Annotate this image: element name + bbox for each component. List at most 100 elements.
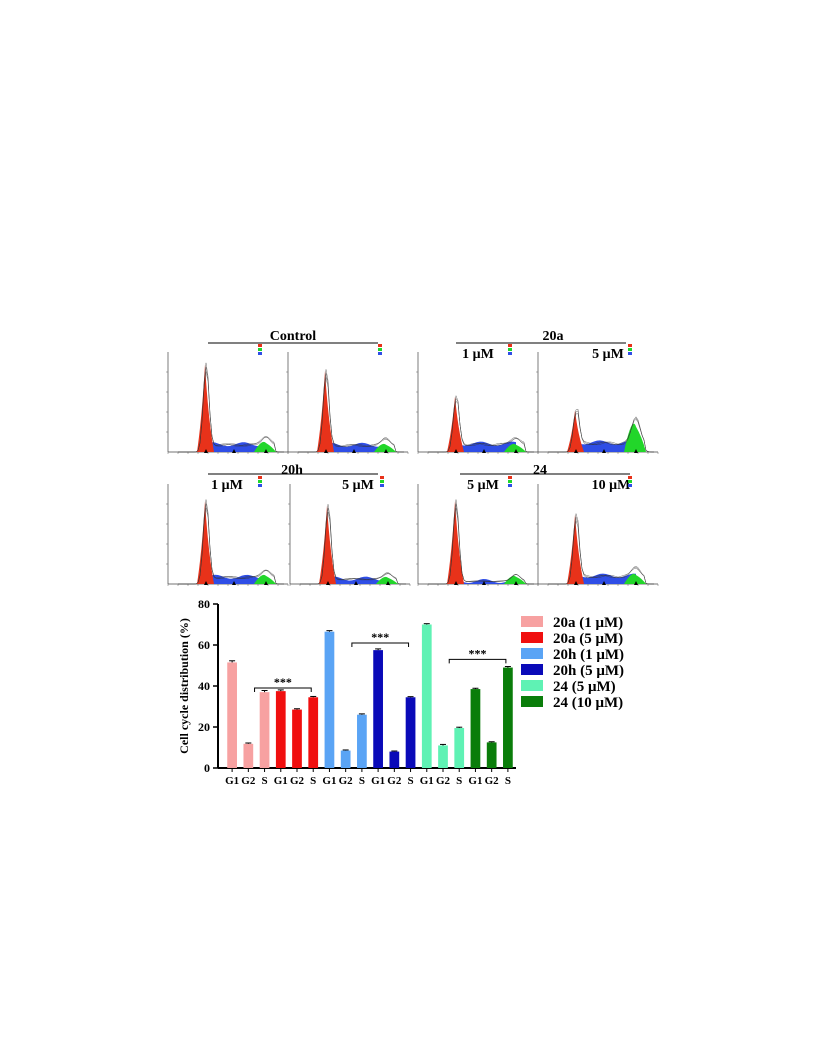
hist-overlay-trace [548, 408, 655, 453]
gate-marker [326, 581, 330, 585]
x-category-label: S [456, 775, 462, 787]
legend-label: 24 (5 μM) [553, 679, 616, 695]
x-category-label: G1 [468, 775, 482, 787]
hist-overlay-trace [428, 503, 535, 585]
mini-legend-swatch [508, 344, 512, 347]
mini-legend-swatch [258, 484, 262, 487]
mini-legend-swatch [380, 476, 384, 479]
histogram-panel [536, 476, 659, 586]
gate-marker [602, 581, 606, 585]
mini-legend-swatch [258, 476, 262, 479]
y-axis-label: Cell cycle distribution (%) [177, 618, 191, 754]
mini-legend-swatch [628, 476, 632, 479]
hist-overlay-trace [298, 369, 405, 453]
gate-marker [386, 581, 390, 585]
x-category-label: G1 [322, 775, 336, 787]
hist-overlay-trace [178, 367, 285, 453]
mini-legend-swatch [258, 348, 262, 351]
bar [438, 745, 448, 768]
panel-subtitle: 5 μM [342, 478, 374, 493]
hist-g2-peak [376, 576, 398, 584]
x-category-label: G2 [436, 775, 451, 787]
hist-g2-peak [254, 574, 276, 584]
panel-subtitle: 5 μM [467, 478, 499, 493]
mini-legend-swatch [508, 484, 512, 487]
bar [340, 750, 351, 768]
gate-marker [482, 449, 486, 453]
histogram-panel [288, 476, 411, 586]
histogram-panel [166, 344, 289, 454]
bar [405, 697, 416, 768]
hist-overlay-trace [300, 504, 407, 585]
hist-overlay-trace [178, 507, 285, 585]
x-category-label: G2 [241, 775, 256, 787]
x-category-label: G1 [420, 775, 434, 787]
hist-s-phase [456, 441, 516, 452]
significance-bracket [254, 687, 312, 693]
gate-marker [232, 581, 236, 585]
gate-marker [454, 449, 458, 453]
mini-legend-swatch [508, 348, 512, 351]
hist-g2-peak [374, 443, 396, 452]
x-category-label: G2 [485, 775, 500, 787]
hist-g2-peak [504, 575, 526, 584]
panel-subtitle: 1 μM [462, 347, 494, 362]
x-category-label: G2 [339, 775, 354, 787]
significance-marker: *** [371, 630, 389, 644]
gate-marker [574, 581, 578, 585]
bar [227, 662, 237, 768]
hist-overlay-trace [428, 507, 535, 585]
histogram-panel [416, 344, 539, 454]
gate-marker [264, 581, 268, 585]
hist-g2-peak [504, 443, 526, 452]
hist-s-phase [206, 442, 266, 452]
gate-marker [232, 449, 236, 453]
hist-overlay-trace [178, 499, 285, 585]
y-tick-label: 40 [198, 679, 210, 693]
hist-overlay-trace [298, 377, 405, 453]
gate-marker [574, 449, 578, 453]
bar [259, 692, 270, 768]
significance-marker: *** [469, 646, 487, 660]
x-category-label: G1 [274, 775, 288, 787]
bar [503, 667, 513, 768]
mini-legend-swatch [258, 352, 262, 355]
legend-swatch [521, 680, 543, 691]
hist-g2-peak [624, 423, 646, 452]
hist-overlay-trace [428, 499, 535, 585]
x-category-label: S [359, 775, 365, 787]
bar [324, 631, 335, 768]
mini-legend-swatch [628, 348, 632, 351]
legend-label: 20h (5 μM) [553, 663, 624, 679]
panel-subtitle: 10 μM [592, 478, 631, 493]
mini-legend-swatch [628, 344, 632, 347]
bar [373, 650, 383, 768]
hist-overlay-trace [300, 512, 407, 585]
mini-legend-swatch [380, 484, 384, 487]
bar [243, 743, 254, 768]
legend-swatch [521, 632, 543, 643]
x-category-label: G2 [387, 775, 402, 787]
y-tick-label: 20 [198, 720, 210, 734]
panel-subtitle: 1 μM [211, 478, 243, 493]
hist-overlay-trace [178, 503, 285, 585]
control-header: Control [270, 329, 317, 344]
bar [275, 691, 286, 768]
histogram-panel [286, 344, 409, 454]
x-category-label: S [505, 775, 511, 787]
legend-swatch [521, 648, 543, 659]
bar [470, 689, 481, 768]
gate-marker [634, 581, 638, 585]
y-tick-label: 0 [204, 761, 210, 775]
significance-bracket [448, 658, 507, 664]
legend-swatch [521, 616, 543, 627]
mini-legend-swatch [380, 480, 384, 483]
gate-marker [354, 581, 358, 585]
gate-marker [514, 449, 518, 453]
legend: 20a (1 μM)20a (5 μM)20h (1 μM)20h (5 μM)… [521, 615, 624, 711]
panel-subtitle: 5 μM [592, 347, 624, 362]
bar [308, 697, 319, 768]
hist-s-phase [576, 573, 636, 584]
gate-marker [454, 581, 458, 585]
